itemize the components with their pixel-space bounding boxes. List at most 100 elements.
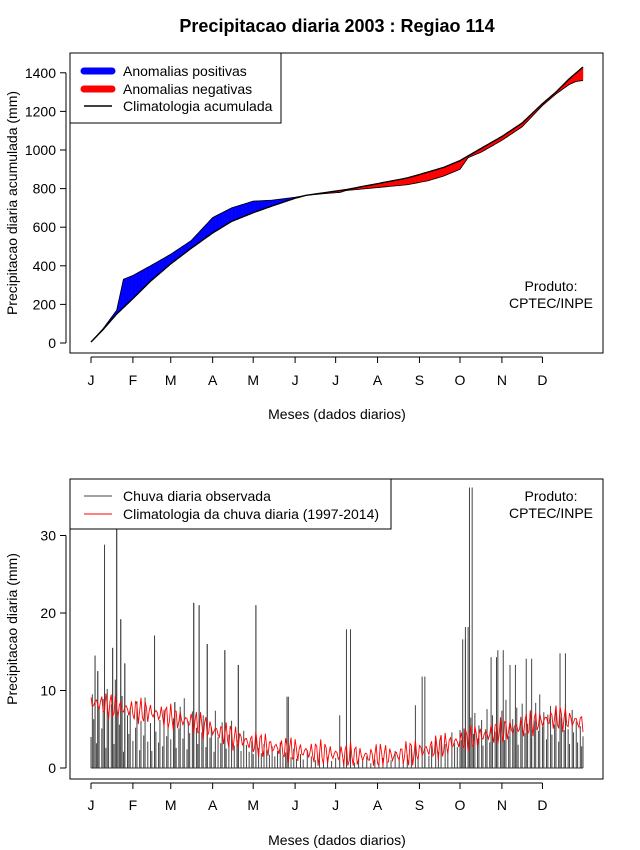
positive-anomaly-segment [129,275,132,302]
daily-legend-box [69,478,392,530]
negative-anomaly-segment [423,172,426,182]
x-tick-label: M [247,372,259,388]
positive-anomaly-segment [152,263,155,280]
positive-anomaly-segment [227,208,230,225]
x-tick-label: S [415,372,424,388]
negative-anomaly-segment [448,164,451,175]
negative-anomaly-segment [453,162,455,173]
negative-anomaly-segment [432,169,435,180]
x-tick-label: M [165,797,177,813]
positive-anomaly-segment [150,264,153,282]
negative-anomaly-segment [439,167,442,178]
x-tick-label: A [208,372,218,388]
positive-anomaly-segment [161,258,163,273]
x-tick-label: D [537,797,547,813]
negative-anomaly-segment [427,171,430,182]
positive-anomaly-segment [248,201,251,215]
positive-anomaly-segment [157,260,159,276]
positive-anomaly-segment [263,200,266,210]
negative-anomaly-segment [435,169,438,179]
x-tick-label: J [292,797,299,813]
positive-anomaly-segment [258,200,261,212]
positive-anomaly-segment [234,206,236,221]
daily-climatology [90,693,584,767]
positive-anomaly-segment [151,263,154,281]
negative-anomaly-segment [403,178,405,186]
daily-chart: 0 10 20 30 J F M A M J J A S O N D Meses (dados diario… [4,478,604,848]
positive-anomaly-segment [255,200,258,213]
x-tick-label: M [165,372,177,388]
positive-anomaly-segment [209,218,212,236]
y-tick-label: 1000 [25,142,56,158]
positive-anomaly-segment [217,213,220,231]
x-tick-label: M [247,797,259,813]
x-tick-label: D [537,372,547,388]
legend-label-daily-climatology: Climatologia da chuva diaria (1997-2014) [123,506,379,522]
positive-anomaly-segment [244,202,247,217]
positive-anomaly-segment [155,261,158,278]
negative-anomaly-segment [440,167,443,178]
positive-anomaly-segment [134,273,136,298]
negative-anomaly-segment [405,177,408,186]
negative-anomaly-segment [416,174,419,184]
legend-label-negative: Anomalias negativas [123,81,252,97]
negative-anomaly-segment [444,165,447,176]
negative-anomaly-segment [421,173,424,183]
positive-anomaly-segment [219,213,221,230]
negative-anomaly-segment [411,176,413,185]
negative-anomaly-segment [447,164,450,175]
x-tick-label: O [455,372,466,388]
positive-anomaly-segment [265,200,267,209]
daily-product-label: Produto: [525,488,578,504]
positive-anomaly-segment [211,217,213,235]
positive-anomaly-segment [250,201,253,215]
y-tick-label: 30 [40,528,56,544]
positive-anomaly-segment [140,269,143,292]
positive-anomaly-segment [225,209,228,226]
negative-anomaly-segment [398,179,401,186]
negative-anomaly-segment [419,173,422,183]
daily-y-axis-label: Precipitacao diaria (mm) [4,553,20,705]
positive-anomaly-segment [221,211,224,228]
positive-anomaly-segment [254,200,257,213]
negative-anomaly-segment [443,166,446,177]
negative-anomaly-segment [458,160,461,171]
daily-bars [90,487,584,769]
positive-anomaly-segment [239,204,242,219]
x-tick-label: F [129,372,138,388]
cumulative-product-source: CPTEC/INPE [509,295,593,311]
positive-anomaly-segment [243,203,246,217]
negative-anomaly-segment [409,176,412,185]
x-tick-label: J [292,372,299,388]
negative-anomaly-segment [455,161,458,172]
positive-anomaly-segment [131,275,134,301]
negative-anomaly-segment [438,168,440,178]
positive-anomaly-segment [220,212,223,229]
climatology-cumulative-line [90,66,584,343]
negative-anomaly-segment [426,171,428,182]
daily-y-axis: 0 10 20 30 [40,528,67,776]
positive-anomaly-segment [124,277,127,307]
y-tick-label: 10 [40,683,56,699]
positive-anomaly-segment [123,278,125,309]
negative-anomaly-segment [580,67,582,82]
x-tick-label: J [88,797,95,813]
cumulative-chart: 0 200 400 600 800 1000 1200 1400 J F M A M J J A S O N D M… [4,52,604,422]
positive-anomaly-segment [128,276,131,303]
positive-anomaly-segment [223,211,226,227]
positive-anomaly-segment [235,205,238,221]
x-tick-label: A [373,372,383,388]
negative-anomaly-segment [581,66,584,81]
positive-anomaly-segment [144,267,147,288]
negative-anomaly-segment [400,178,403,186]
positive-anomaly-segment [205,222,208,239]
positive-anomaly-segment [143,268,146,289]
negative-anomaly-segment [417,174,420,183]
positive-anomaly-segment [261,200,263,211]
y-tick-label: 0 [48,760,56,776]
positive-anomaly-segment [136,272,139,296]
positive-anomaly-segment [148,265,151,284]
x-tick-label: A [373,797,383,813]
negative-anomaly-segment [413,175,416,184]
